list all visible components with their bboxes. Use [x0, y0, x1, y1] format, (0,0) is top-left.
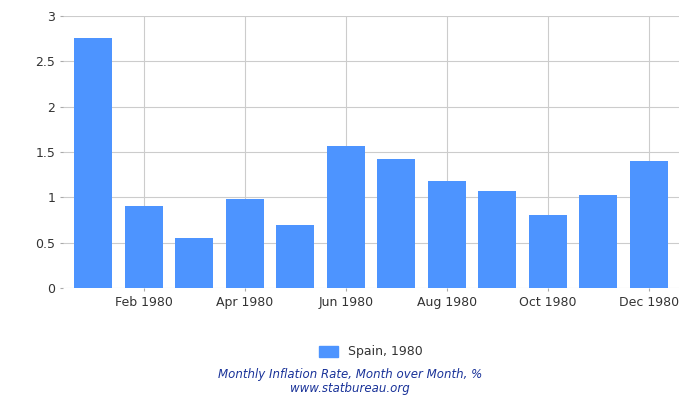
- Text: Monthly Inflation Rate, Month over Month, %: Monthly Inflation Rate, Month over Month…: [218, 368, 482, 381]
- Bar: [630, 161, 668, 288]
- Bar: [580, 195, 617, 288]
- Bar: [276, 224, 314, 288]
- Bar: [74, 38, 112, 288]
- Bar: [327, 146, 365, 288]
- Bar: [428, 181, 466, 288]
- Bar: [125, 206, 162, 288]
- Bar: [478, 191, 516, 288]
- Bar: [226, 199, 264, 288]
- Legend: Spain, 1980: Spain, 1980: [314, 340, 428, 364]
- Text: www.statbureau.org: www.statbureau.org: [290, 382, 410, 395]
- Bar: [175, 238, 214, 288]
- Bar: [528, 216, 567, 288]
- Bar: [377, 159, 415, 288]
